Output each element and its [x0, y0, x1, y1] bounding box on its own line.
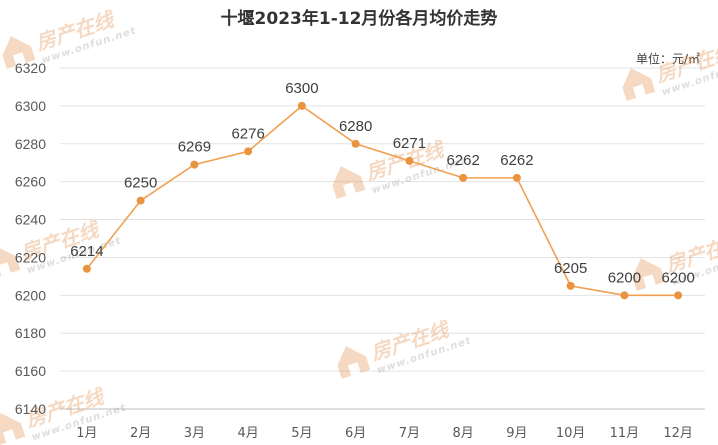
data-label: 6262	[446, 152, 479, 169]
data-label: 6200	[661, 269, 694, 286]
x-tick-label: 7月	[399, 426, 420, 441]
unit-label: 单位：元/㎡	[636, 51, 700, 66]
gridlines	[60, 67, 705, 410]
data-label: 6214	[70, 243, 103, 260]
series-line	[86, 104, 679, 297]
x-tick-label: 3月	[184, 426, 205, 441]
watermark-house-icon	[2, 36, 36, 69]
data-point	[512, 173, 521, 182]
y-tick-label: 6300	[15, 98, 46, 114]
data-point	[190, 160, 199, 169]
y-tick-label: 6260	[15, 174, 46, 190]
x-tick-label: 10月	[556, 426, 586, 441]
watermark-house-door	[12, 52, 26, 66]
y-tick-label: 6220	[15, 249, 46, 265]
x-tick-label: 2月	[130, 426, 151, 441]
data-point	[459, 173, 468, 182]
watermark-house-door	[632, 84, 646, 98]
data-point	[405, 156, 414, 165]
watermark-house-icon	[622, 68, 656, 101]
data-point	[82, 264, 91, 273]
x-axis-ticks: 1月 2月 3月 4月 5月 6月 7月 8月 9月 10月 11月 12月	[76, 426, 693, 441]
data-label: 6276	[231, 125, 264, 142]
data-point	[244, 147, 253, 156]
series-polyline	[86, 104, 679, 297]
watermark-house-door	[642, 274, 656, 288]
watermark-house-icon	[337, 346, 371, 379]
y-tick-label: 6140	[15, 401, 46, 417]
y-tick-label: 6200	[15, 287, 46, 303]
y-tick-label: 6320	[15, 60, 46, 76]
y-tick-label: 6160	[15, 363, 46, 379]
y-tick-label: 6180	[15, 325, 46, 341]
x-tick-label: 6月	[345, 426, 366, 441]
data-point	[620, 291, 629, 300]
data-point	[297, 101, 306, 110]
x-tick-label: 12月	[663, 426, 693, 441]
data-point	[566, 281, 575, 290]
watermark-house-icon	[332, 166, 366, 199]
data-label: 6205	[554, 260, 587, 277]
y-tick-label: 6280	[15, 136, 46, 152]
series-markers	[82, 101, 683, 300]
y-tick-label: 6240	[15, 212, 46, 228]
watermark-house-door	[342, 182, 356, 196]
data-point	[351, 139, 360, 148]
watermark-house-door	[2, 429, 16, 443]
x-tick-label: 8月	[452, 426, 473, 441]
x-tick-label: 1月	[76, 426, 97, 441]
watermark-house-door	[0, 262, 11, 276]
data-point	[674, 291, 683, 300]
data-label: 6250	[124, 175, 157, 192]
x-tick-label: 9月	[506, 426, 527, 441]
watermark-house-icon	[0, 246, 21, 279]
watermark-house-icon	[0, 413, 26, 445]
x-tick-label: 11月	[610, 426, 640, 441]
watermark-house-icon	[632, 258, 666, 291]
data-point	[136, 196, 145, 205]
data-label: 6280	[339, 118, 372, 135]
watermark-house-door	[347, 362, 361, 376]
y-axis-ticks: 6140 6160 6180 6200 6220 6240 6260 6280 6300 6320	[15, 60, 46, 417]
x-tick-label: 4月	[237, 426, 258, 441]
data-label: 6200	[608, 269, 641, 286]
data-label: 6271	[393, 135, 426, 152]
data-label: 6262	[500, 152, 533, 169]
data-label: 6269	[178, 139, 211, 156]
data-label: 6300	[285, 80, 318, 97]
x-tick-label: 5月	[291, 426, 312, 441]
data-labels: 6214 6250 6269 6276 6300 6280 6271 6262 6262 6205…	[70, 80, 695, 286]
chart-title: 十堰2023年1-12月份各月均价走势	[221, 8, 498, 29]
